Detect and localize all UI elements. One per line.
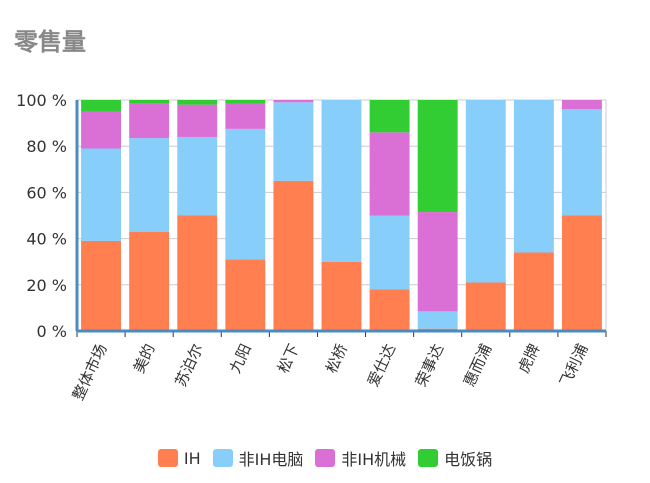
legend-swatch	[315, 449, 336, 467]
legend-label: 非IH机械	[341, 450, 407, 469]
bar-segment	[129, 103, 170, 139]
y-tick-label: 0 %	[37, 322, 67, 341]
y-tick-label: 60 %	[26, 183, 67, 202]
bar-segment	[321, 261, 362, 331]
y-tick-label: 80 %	[26, 137, 67, 156]
x-tick-label: 荣事达	[412, 341, 447, 389]
bar-segment	[465, 100, 506, 283]
bar-segment	[513, 100, 554, 253]
legend-label: 非IH电脑	[238, 450, 304, 469]
bar-segment	[561, 100, 602, 110]
bar-segment	[417, 311, 458, 329]
bar-segment	[369, 215, 410, 290]
legend-swatch	[212, 449, 233, 467]
bar-segment	[417, 100, 458, 213]
bar-segment	[177, 136, 218, 216]
bar-segment	[225, 259, 266, 331]
bar-segment	[225, 103, 266, 129]
x-tick-label: 虎牌	[514, 341, 543, 376]
legend-item[interactable]: 电饭锅	[418, 446, 492, 470]
bar-segment	[177, 100, 218, 105]
bar-segment	[513, 252, 554, 331]
bar-segment	[369, 100, 410, 133]
x-tick-label: 惠而浦	[460, 341, 495, 389]
legend-item[interactable]: 非IH机械	[315, 446, 406, 470]
bar-segment	[417, 212, 458, 312]
bar-segment	[225, 128, 266, 260]
bar-segment	[81, 100, 122, 112]
x-tick-label: 苏泊尔	[172, 341, 207, 389]
legend-label: IH	[183, 448, 201, 468]
legend-swatch	[418, 449, 439, 467]
legend: IH 非IH电脑 非IH机械 电饭锅	[0, 446, 650, 470]
legend-item[interactable]: 非IH电脑	[212, 446, 304, 470]
y-tick-label: 20 %	[26, 276, 67, 295]
x-tick-label: 松桥	[322, 341, 351, 376]
stacked-bar-chart: 0 % 20 % 40 % 60 % 80 % 100 % 整体市场 美的 苏泊尔 九阳 松下 松桥爱…	[16, 91, 607, 403]
bar-segment	[177, 215, 218, 331]
bar-segment	[129, 100, 170, 104]
bar-segment	[177, 104, 218, 137]
y-tick-label: 100 %	[16, 91, 67, 110]
bar-segment	[81, 240, 122, 331]
bar-segment	[81, 148, 122, 241]
bar-segment	[369, 132, 410, 216]
bar-segment	[273, 100, 314, 103]
legend-swatch	[157, 449, 178, 467]
bar-segment	[561, 215, 602, 331]
chart-title: 零售量	[14, 28, 86, 56]
x-tick-label: 九阳	[226, 341, 255, 376]
bar-segment	[129, 231, 170, 331]
bar-segment	[321, 100, 362, 262]
x-tick-label: 整体市场	[69, 341, 111, 403]
x-tick-label: 爱仕达	[364, 341, 399, 389]
bar-segment	[273, 180, 314, 331]
legend-item[interactable]: IH	[157, 446, 201, 470]
y-tick-label: 40 %	[26, 230, 67, 249]
bar-segment	[465, 282, 506, 331]
legend-label: 电饭锅	[444, 450, 493, 469]
x-tick-label: 飞利浦	[556, 341, 591, 389]
bar-segment	[369, 289, 410, 331]
bar-segment	[561, 109, 602, 216]
bar-segment	[273, 102, 314, 181]
bar-segment	[225, 100, 266, 104]
bar-segment	[81, 111, 122, 149]
x-tick-label: 美的	[130, 341, 159, 376]
x-tick-label: 松下	[274, 341, 303, 376]
bar-segment	[129, 138, 170, 232]
